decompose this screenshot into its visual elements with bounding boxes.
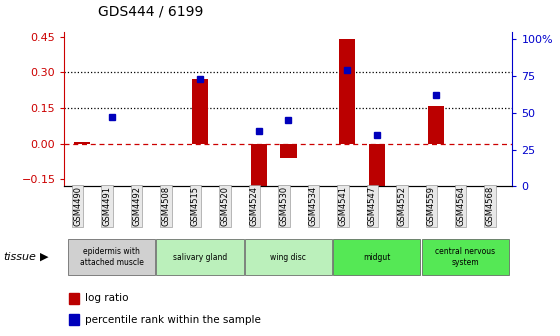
Text: GSM4492: GSM4492	[132, 186, 141, 226]
FancyBboxPatch shape	[156, 239, 244, 275]
Text: log ratio: log ratio	[85, 293, 128, 303]
Text: central nervous
system: central nervous system	[435, 247, 495, 267]
FancyBboxPatch shape	[245, 239, 332, 275]
Text: percentile rank within the sample: percentile rank within the sample	[85, 315, 260, 325]
Text: GSM4564: GSM4564	[456, 186, 465, 226]
FancyBboxPatch shape	[422, 239, 509, 275]
Text: GSM4547: GSM4547	[368, 186, 377, 226]
Text: GSM4552: GSM4552	[397, 186, 407, 226]
Bar	[69, 293, 79, 304]
Text: GSM4534: GSM4534	[309, 186, 318, 226]
Bar	[368, 144, 385, 189]
Text: GSM4490: GSM4490	[73, 186, 82, 226]
Text: GSM4568: GSM4568	[486, 186, 494, 226]
Text: tissue: tissue	[3, 252, 36, 262]
Text: ▶: ▶	[40, 252, 49, 262]
Text: GSM4559: GSM4559	[427, 186, 436, 226]
Text: midgut: midgut	[363, 253, 390, 261]
Text: epidermis with
attached muscle: epidermis with attached muscle	[80, 247, 143, 267]
Text: GDS444 / 6199: GDS444 / 6199	[98, 4, 203, 18]
Text: GSM4515: GSM4515	[191, 186, 200, 226]
Bar	[428, 106, 444, 144]
Text: GSM4541: GSM4541	[338, 186, 347, 226]
Text: GSM4520: GSM4520	[221, 186, 230, 226]
Bar	[69, 314, 79, 325]
Text: wing disc: wing disc	[270, 253, 306, 261]
Text: GSM4524: GSM4524	[250, 186, 259, 226]
Bar	[251, 144, 267, 198]
Bar	[281, 144, 296, 158]
FancyBboxPatch shape	[68, 239, 155, 275]
Bar	[74, 142, 90, 144]
Text: GSM4491: GSM4491	[102, 186, 111, 226]
Text: salivary gland: salivary gland	[173, 253, 227, 261]
Text: GSM4508: GSM4508	[161, 186, 170, 226]
Bar	[192, 80, 208, 144]
FancyBboxPatch shape	[333, 239, 421, 275]
Bar	[339, 39, 356, 144]
Text: GSM4530: GSM4530	[279, 186, 288, 226]
